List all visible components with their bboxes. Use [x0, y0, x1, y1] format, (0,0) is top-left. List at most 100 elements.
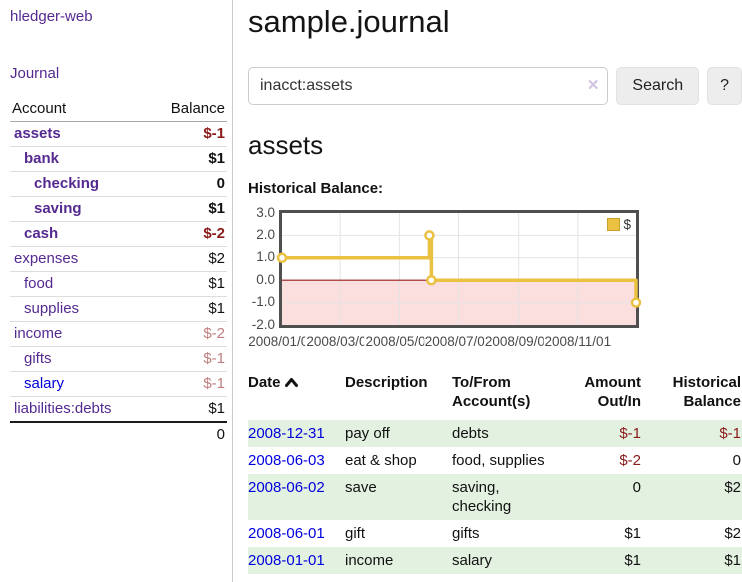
register-date-cell: 2008-01-01: [248, 547, 345, 574]
accounts-table: Account Balance assets $-1 bank $1 checking 0…: [10, 97, 227, 447]
accounts-total-row: 0: [10, 422, 227, 447]
register-header-amount: Amount Out/In: [564, 373, 642, 420]
accounts-header-row: Account Balance: [10, 97, 227, 122]
account-link-income[interactable]: income: [14, 325, 63, 342]
register-header-date[interactable]: Date: [248, 373, 345, 420]
account-row: gifts $-1: [10, 346, 227, 372]
account-row: assets $-1: [10, 121, 227, 147]
accounts-total-value: 0: [216, 426, 225, 443]
account-balance: $1: [147, 196, 227, 222]
register-date-cell: 2008-06-01: [248, 520, 345, 547]
register-row: 2008-06-03 eat & shop food, supplies $-2 0: [248, 447, 742, 474]
search-input-wrap: ✕: [248, 66, 609, 105]
register-table: Date Description To/From Account(s) Amou…: [248, 373, 742, 574]
account-row: bank $1: [10, 146, 227, 172]
clear-search-icon[interactable]: ✕: [586, 76, 600, 94]
account-balance: $-2: [147, 221, 227, 247]
register-balance-cell: $-1: [719, 424, 741, 442]
register-header-date-label: Date: [248, 373, 281, 391]
nav-journal-link[interactable]: Journal: [10, 65, 60, 82]
help-button[interactable]: ?: [707, 66, 742, 105]
account-row: income $-2: [10, 321, 227, 347]
x-tick-label: 2008/01/01: [247, 333, 317, 349]
register-balance-cell: $2: [724, 478, 741, 496]
account-link-expenses[interactable]: expenses: [14, 250, 79, 267]
account-link-liabilities-debts[interactable]: liabilities:debts: [14, 400, 112, 417]
account-balance: 0: [147, 171, 227, 197]
transaction-date-link[interactable]: 2008-06-03: [248, 451, 325, 469]
account-row: food $1: [10, 271, 227, 297]
x-tick-label: 2008/11/01: [543, 333, 613, 349]
account-row: saving $1: [10, 196, 227, 222]
transaction-date-link[interactable]: 2008-06-01: [248, 524, 325, 542]
account-row: supplies $1: [10, 296, 227, 322]
accounts-header-account: Account: [10, 97, 148, 122]
brand-link[interactable]: hledger-web: [10, 8, 93, 25]
register-header-description-label: Description: [345, 373, 428, 391]
register-header-balance: Historical Balance: [642, 373, 742, 420]
account-row: liabilities:debts $1: [10, 396, 227, 423]
register-accounts-cell: food, supplies: [452, 451, 545, 469]
y-tick-label: -1.0: [251, 294, 275, 310]
register-amount-cell: $1: [624, 524, 641, 542]
account-name-cell: liabilities:debts: [10, 396, 148, 423]
account-link-supplies[interactable]: supplies: [24, 300, 80, 317]
account-link-gifts[interactable]: gifts: [24, 350, 52, 367]
account-row: checking 0: [10, 171, 227, 197]
historical-balance-chart: 3.0 2.0 1.0 0.0 -1.0 -2.0 $ 2008/01/01 2008/03…: [247, 205, 742, 352]
register-row: 2008-01-01 income salary $1 $1: [248, 546, 742, 574]
register-amount-cell: $-2: [619, 451, 641, 469]
register-header-amount-line2: Out/In: [597, 392, 641, 410]
transaction-date-link[interactable]: 2008-01-01: [248, 551, 325, 569]
y-tick-label: 2.0: [256, 227, 275, 243]
register-row: 2008-06-02 save saving, checking 0 $2: [248, 473, 742, 520]
search-input[interactable]: [248, 66, 609, 105]
accounts-header-balance: Balance: [147, 97, 227, 122]
account-name-cell: food: [10, 271, 148, 297]
register-header-accounts: To/From Account(s): [452, 373, 564, 420]
account-name-cell: assets: [10, 121, 148, 147]
register-balance-cell: $2: [724, 524, 741, 542]
chart-legend: $: [607, 217, 631, 232]
search-button[interactable]: Search: [616, 66, 700, 105]
account-link-bank[interactable]: bank: [24, 150, 60, 167]
x-tick-label: 2008/03/01: [305, 333, 375, 349]
register-header-accounts-line2: Account(s): [452, 392, 531, 410]
account-link-assets[interactable]: assets: [14, 125, 61, 142]
transaction-date-link[interactable]: 2008-06-02: [248, 478, 325, 496]
accounts-total-spacer: [10, 422, 148, 447]
account-name-cell: supplies: [10, 296, 148, 322]
register-date-cell: 2008-12-31: [248, 420, 345, 447]
register-date-cell: 2008-06-03: [248, 447, 345, 474]
register-description-cell: gift: [345, 524, 366, 542]
account-balance: $1: [147, 396, 227, 423]
account-name-cell: bank: [10, 146, 148, 172]
account-link-saving[interactable]: saving: [34, 200, 82, 217]
y-tick-label: 1.0: [256, 249, 275, 265]
section-title: assets: [248, 129, 324, 160]
account-link-cash[interactable]: cash: [24, 225, 59, 242]
account-name-cell: gifts: [10, 346, 148, 372]
register-header-description: Description: [345, 373, 452, 420]
transaction-date-link[interactable]: 2008-12-31: [248, 424, 325, 442]
x-tick-label: 2008/09/01: [483, 333, 554, 349]
account-balance: $2: [147, 246, 227, 272]
account-balance: $-2: [147, 321, 227, 347]
account-name-cell: cash: [10, 221, 148, 247]
y-tick-label: -2.0: [251, 316, 275, 332]
register-amount-cell: $-1: [619, 424, 641, 442]
register-amount-cell: $1: [624, 551, 641, 569]
x-tick-label: 2008/07/01: [423, 333, 494, 349]
y-tick-label: 3.0: [256, 204, 275, 220]
register-description-cell: income: [345, 551, 394, 569]
search-bar: ✕ Search ?: [248, 66, 742, 105]
register-description-cell: eat & shop: [345, 451, 417, 469]
account-row: salary $-1: [10, 371, 227, 397]
account-link-checking[interactable]: checking: [34, 175, 100, 192]
account-link-food[interactable]: food: [24, 275, 54, 292]
chart-label: Historical Balance:: [248, 179, 384, 197]
account-link-salary[interactable]: salary: [24, 375, 65, 392]
account-balance: $1: [147, 271, 227, 297]
register-accounts-cell: gifts: [452, 524, 480, 542]
register-accounts-cell: debts: [452, 424, 489, 442]
